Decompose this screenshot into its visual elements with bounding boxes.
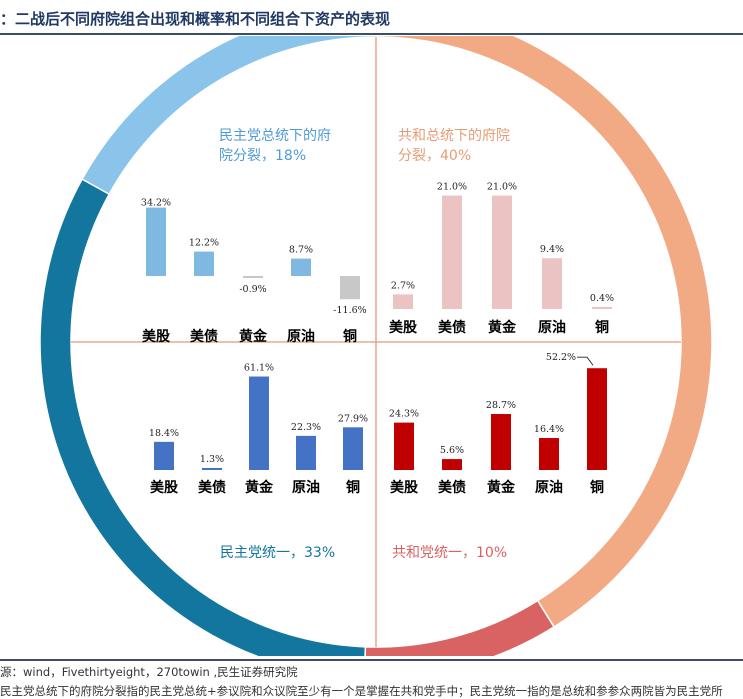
- panel-title-line: 共和党统一，10%: [392, 545, 507, 561]
- panel-title-line: 民主党统一，33%: [220, 545, 335, 561]
- bar-rep-unified-3: [539, 438, 559, 470]
- category-label: 美股: [390, 479, 419, 496]
- title-divider: [0, 33, 743, 35]
- bar-dem-unified-1: [202, 468, 222, 470]
- category-label: 黄金: [488, 319, 517, 336]
- bar-dem-unified-3: [296, 435, 316, 470]
- category-label: 铜: [595, 319, 609, 336]
- category-label: 原油: [287, 328, 315, 345]
- category-label: 原油: [292, 479, 320, 496]
- category-label: 黄金: [245, 479, 274, 496]
- value-label: 61.1%: [244, 363, 274, 374]
- value-label: 2.7%: [391, 280, 415, 291]
- category-label: 铜: [590, 479, 604, 496]
- category-label: 美股: [142, 328, 171, 345]
- value-label: 9.4%: [540, 244, 564, 255]
- category-label: 黄金: [487, 479, 516, 496]
- value-label: -11.6%: [333, 305, 366, 316]
- value-label: 16.4%: [534, 424, 564, 435]
- footer-divider: [0, 659, 743, 661]
- ring-segment-dem-unified: [39, 178, 367, 656]
- bar-rep-split-1: [442, 195, 462, 309]
- ring-layer: [39, 36, 713, 656]
- bar-rep-split-2: [492, 195, 512, 309]
- category-label: 原油: [535, 479, 563, 496]
- value-label: 18.4%: [149, 428, 179, 439]
- value-label: 52.2%: [546, 352, 576, 363]
- panels-layer: 民主党总统下的府院分裂，18% 34.2% 美股 12.2% 美债 -0.9% 黄金 8.7%…: [141, 128, 614, 561]
- bar-rep-split-0: [393, 294, 413, 309]
- value-label: 0.4%: [590, 293, 614, 304]
- value-label: 21.0%: [437, 182, 467, 193]
- bar-rep-split-3: [542, 258, 562, 309]
- value-label: 28.7%: [486, 400, 516, 411]
- footnote: 民主党总统下的府院分裂指的民主党总统+参议院和众议院至少有一个是掌握在共和党手中…: [0, 684, 723, 698]
- bar-dem-split-0: [146, 207, 166, 276]
- panel-title-line: 分裂，40%: [398, 148, 471, 164]
- panel-title-line: 民主党总统下的府: [219, 128, 331, 144]
- bar-dem-split-1: [194, 251, 214, 276]
- bar-rep-unified-0: [394, 422, 414, 470]
- source-note: 源：wind，Fivethirtyeight，270towin ,民生证券研究院: [0, 665, 298, 679]
- value-label: 27.9%: [338, 413, 368, 424]
- bar-dem-split-4: [340, 276, 360, 300]
- category-label: 美债: [190, 328, 218, 345]
- value-label: 24.3%: [389, 409, 419, 420]
- bar-dem-unified-2: [249, 376, 269, 470]
- value-label: 22.3%: [291, 422, 321, 433]
- page-title: ：二战后不同府院组合出现和概率和不同组合下资产的表现: [0, 10, 391, 28]
- panel-title-line: 共和总统下的府院: [398, 128, 510, 144]
- category-label: 美股: [389, 319, 418, 336]
- ring-segment-dem-split: [81, 36, 377, 196]
- bar-dem-split-3: [291, 258, 311, 276]
- value-label: 34.2%: [141, 198, 171, 209]
- category-label: 原油: [538, 319, 566, 336]
- value-label: 1.3%: [200, 454, 224, 465]
- category-label: 美债: [198, 479, 226, 496]
- value-label: 8.7%: [289, 245, 313, 256]
- bar-rep-unified-1: [442, 459, 462, 470]
- bar-dem-split-2: [243, 276, 263, 278]
- value-label: 21.0%: [487, 182, 517, 193]
- bar-dem-unified-0: [154, 441, 174, 470]
- category-label: 铜: [346, 479, 360, 496]
- category-label: 美债: [438, 479, 466, 496]
- panel-dem-unified: 民主党统一，33% 18.4% 美股 1.3% 美债 61.1% 黄金 22.3% 原油 27.9…: [149, 363, 368, 561]
- bar-dem-unified-4: [343, 427, 363, 470]
- category-label: 黄金: [239, 328, 268, 345]
- leader-line: [577, 356, 594, 366]
- value-label: 12.2%: [189, 238, 219, 249]
- category-label: 铜: [343, 328, 357, 345]
- bar-rep-unified-4: [587, 368, 607, 470]
- panel-rep-unified: 共和党统一，10% 24.3% 美股 5.6% 美债 28.7% 黄金 16.4% 原油 52.2…: [389, 352, 607, 561]
- ring-segment-rep-unified: [364, 599, 556, 656]
- category-label: 美股: [150, 479, 179, 496]
- bar-rep-split-4: [592, 306, 612, 309]
- value-label: -0.9%: [239, 284, 266, 295]
- panel-title-line: 院分裂，18%: [219, 148, 306, 164]
- category-label: 美债: [438, 319, 466, 336]
- panel-dem-split: 民主党总统下的府院分裂，18% 34.2% 美股 12.2% 美债 -0.9% 黄金 8.7%…: [141, 128, 367, 345]
- ring-bar-chart: 民主党总统下的府院分裂，18% 34.2% 美股 12.2% 美债 -0.9% 黄金 8.7%…: [39, 36, 713, 656]
- bar-rep-unified-2: [491, 414, 511, 470]
- value-label: 5.6%: [440, 445, 464, 456]
- quadrant-dividers: [71, 37, 681, 647]
